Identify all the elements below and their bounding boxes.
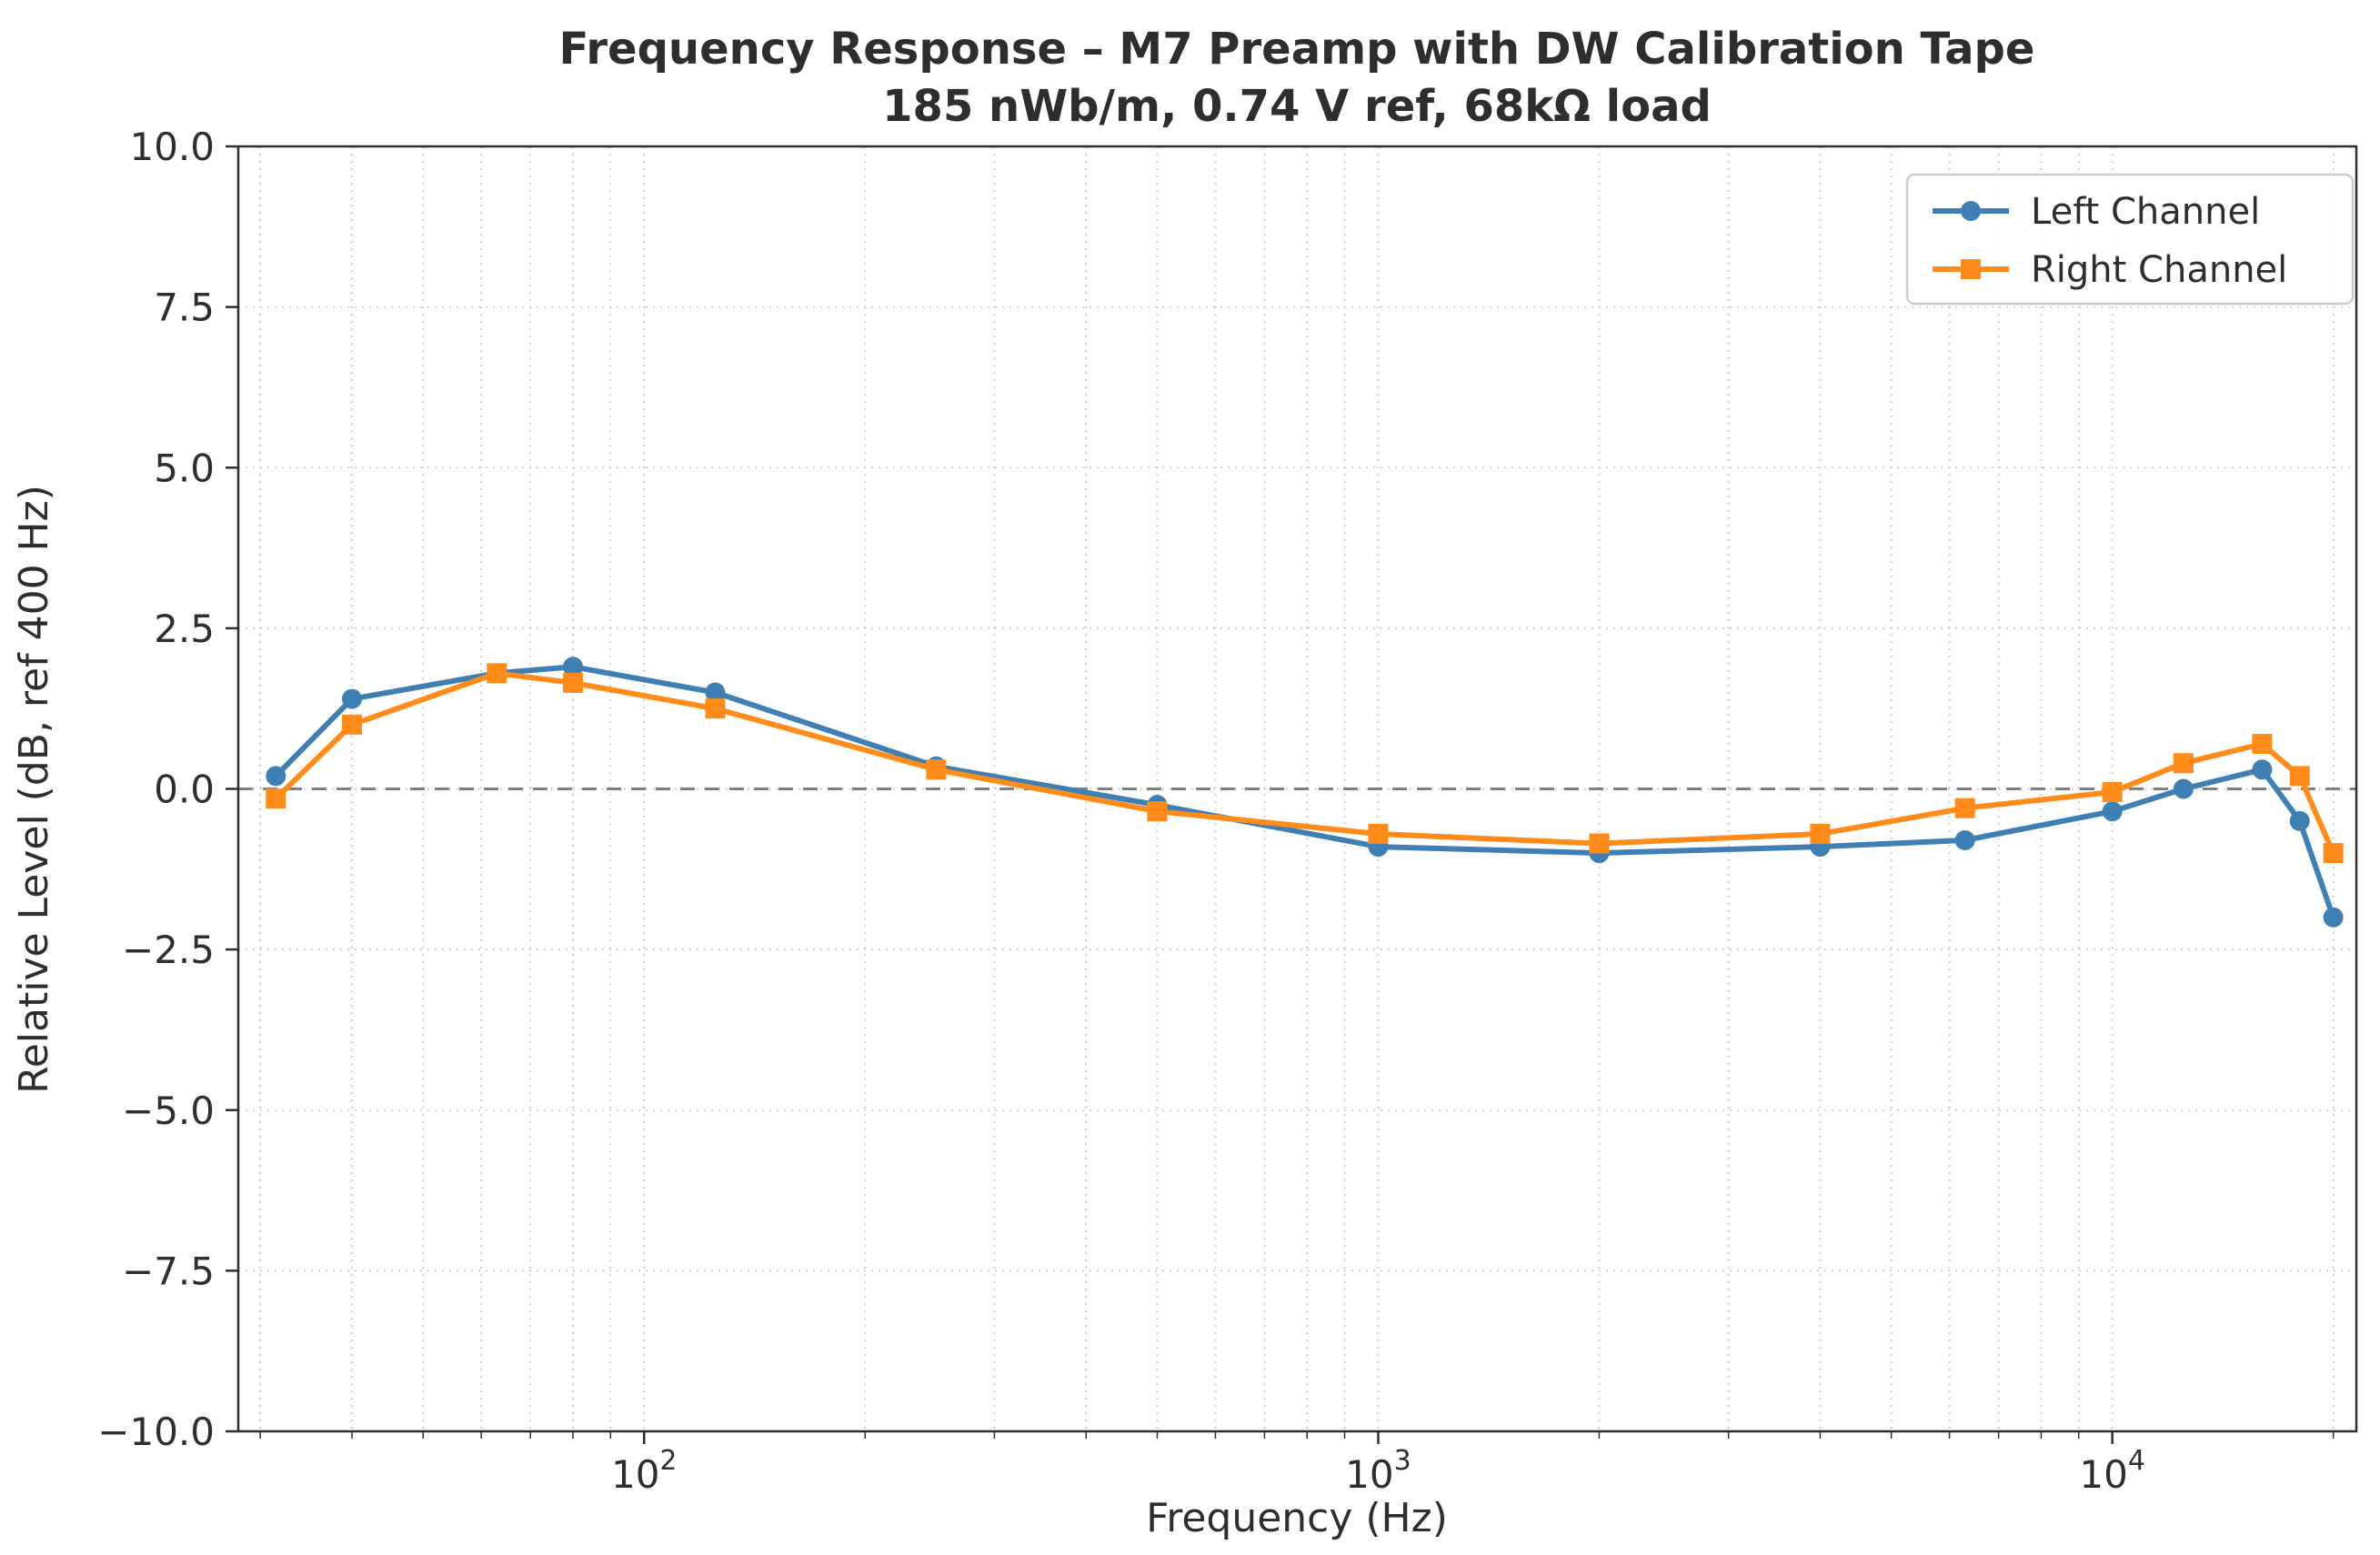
right-channel-marker xyxy=(2323,843,2344,864)
legend-right-channel-marker xyxy=(1961,259,1981,279)
y-tick-label: 10.0 xyxy=(129,125,215,169)
y-tick-label: 7.5 xyxy=(154,286,215,330)
x-tick-label: 103 xyxy=(1345,1445,1411,1497)
left-channel-marker xyxy=(2323,907,2344,928)
y-tick-label: −2.5 xyxy=(122,928,215,972)
right-channel-marker xyxy=(2102,782,2123,803)
right-channel-marker xyxy=(2173,753,2194,774)
left-channel-marker xyxy=(2252,759,2273,780)
right-channel-marker xyxy=(342,714,363,735)
y-tick-label: −10.0 xyxy=(97,1410,215,1454)
right-channel-marker xyxy=(1954,798,1975,818)
right-channel-marker xyxy=(487,663,507,684)
right-channel-marker xyxy=(1589,833,1610,854)
right-channel-marker xyxy=(705,698,726,719)
left-channel-marker xyxy=(342,688,363,709)
right-channel-marker xyxy=(266,788,286,809)
axes: 102 103 104 −10.0 −7.5 −5.0 −2.5 0.0 2.5 5.0 7.5 10… xyxy=(97,125,2358,1497)
legend-left-channel-marker xyxy=(1961,201,1981,221)
left-channel-marker xyxy=(266,766,286,787)
left-channel-line xyxy=(273,664,2336,920)
y-tick-label: −7.5 xyxy=(122,1249,215,1293)
chart-subtitle: 185 nWb/m, 0.74 V ref, 68kΩ load xyxy=(882,81,1712,132)
legend-box xyxy=(1905,173,2355,306)
x-tick-label: 104 xyxy=(2079,1445,2145,1497)
x-axis-label: Frequency (Hz) xyxy=(1146,1495,1448,1541)
left-channel-marker xyxy=(563,657,584,677)
y-tick-label: 2.5 xyxy=(154,607,215,651)
left-channel-marker xyxy=(1954,830,1975,851)
left-channel-marker xyxy=(705,682,726,703)
y-tick-label: −5.0 xyxy=(122,1088,215,1133)
right-channel-marker xyxy=(1810,823,1831,844)
right-channel-marker xyxy=(926,759,947,780)
left-channel-marker xyxy=(2102,801,2123,822)
series xyxy=(266,657,2344,928)
right-channel-marker xyxy=(1368,823,1389,844)
left-channel-marker xyxy=(2173,778,2194,799)
left-channel-marker xyxy=(2289,810,2310,831)
grid xyxy=(238,145,2356,1432)
legend-label-left-channel: Left Channel xyxy=(2031,191,2260,233)
right-channel-marker xyxy=(2252,734,2273,755)
y-axis-label: Relative Level (dB, ref 400 Hz) xyxy=(11,485,57,1094)
right-channel-marker xyxy=(563,672,584,693)
right-channel-line xyxy=(273,670,2336,857)
legend: Left Channel Right Channel xyxy=(1905,173,2355,306)
right-channel-marker xyxy=(2289,766,2310,787)
y-tick-label: 5.0 xyxy=(154,446,215,490)
x-tick-label: 102 xyxy=(611,1445,678,1497)
right-channel-marker xyxy=(1147,801,1168,822)
y-tick-label: 0.0 xyxy=(154,767,215,812)
chart-title: Frequency Response – M7 Preamp with DW C… xyxy=(559,24,2035,75)
legend-label-right-channel: Right Channel xyxy=(2031,249,2287,291)
